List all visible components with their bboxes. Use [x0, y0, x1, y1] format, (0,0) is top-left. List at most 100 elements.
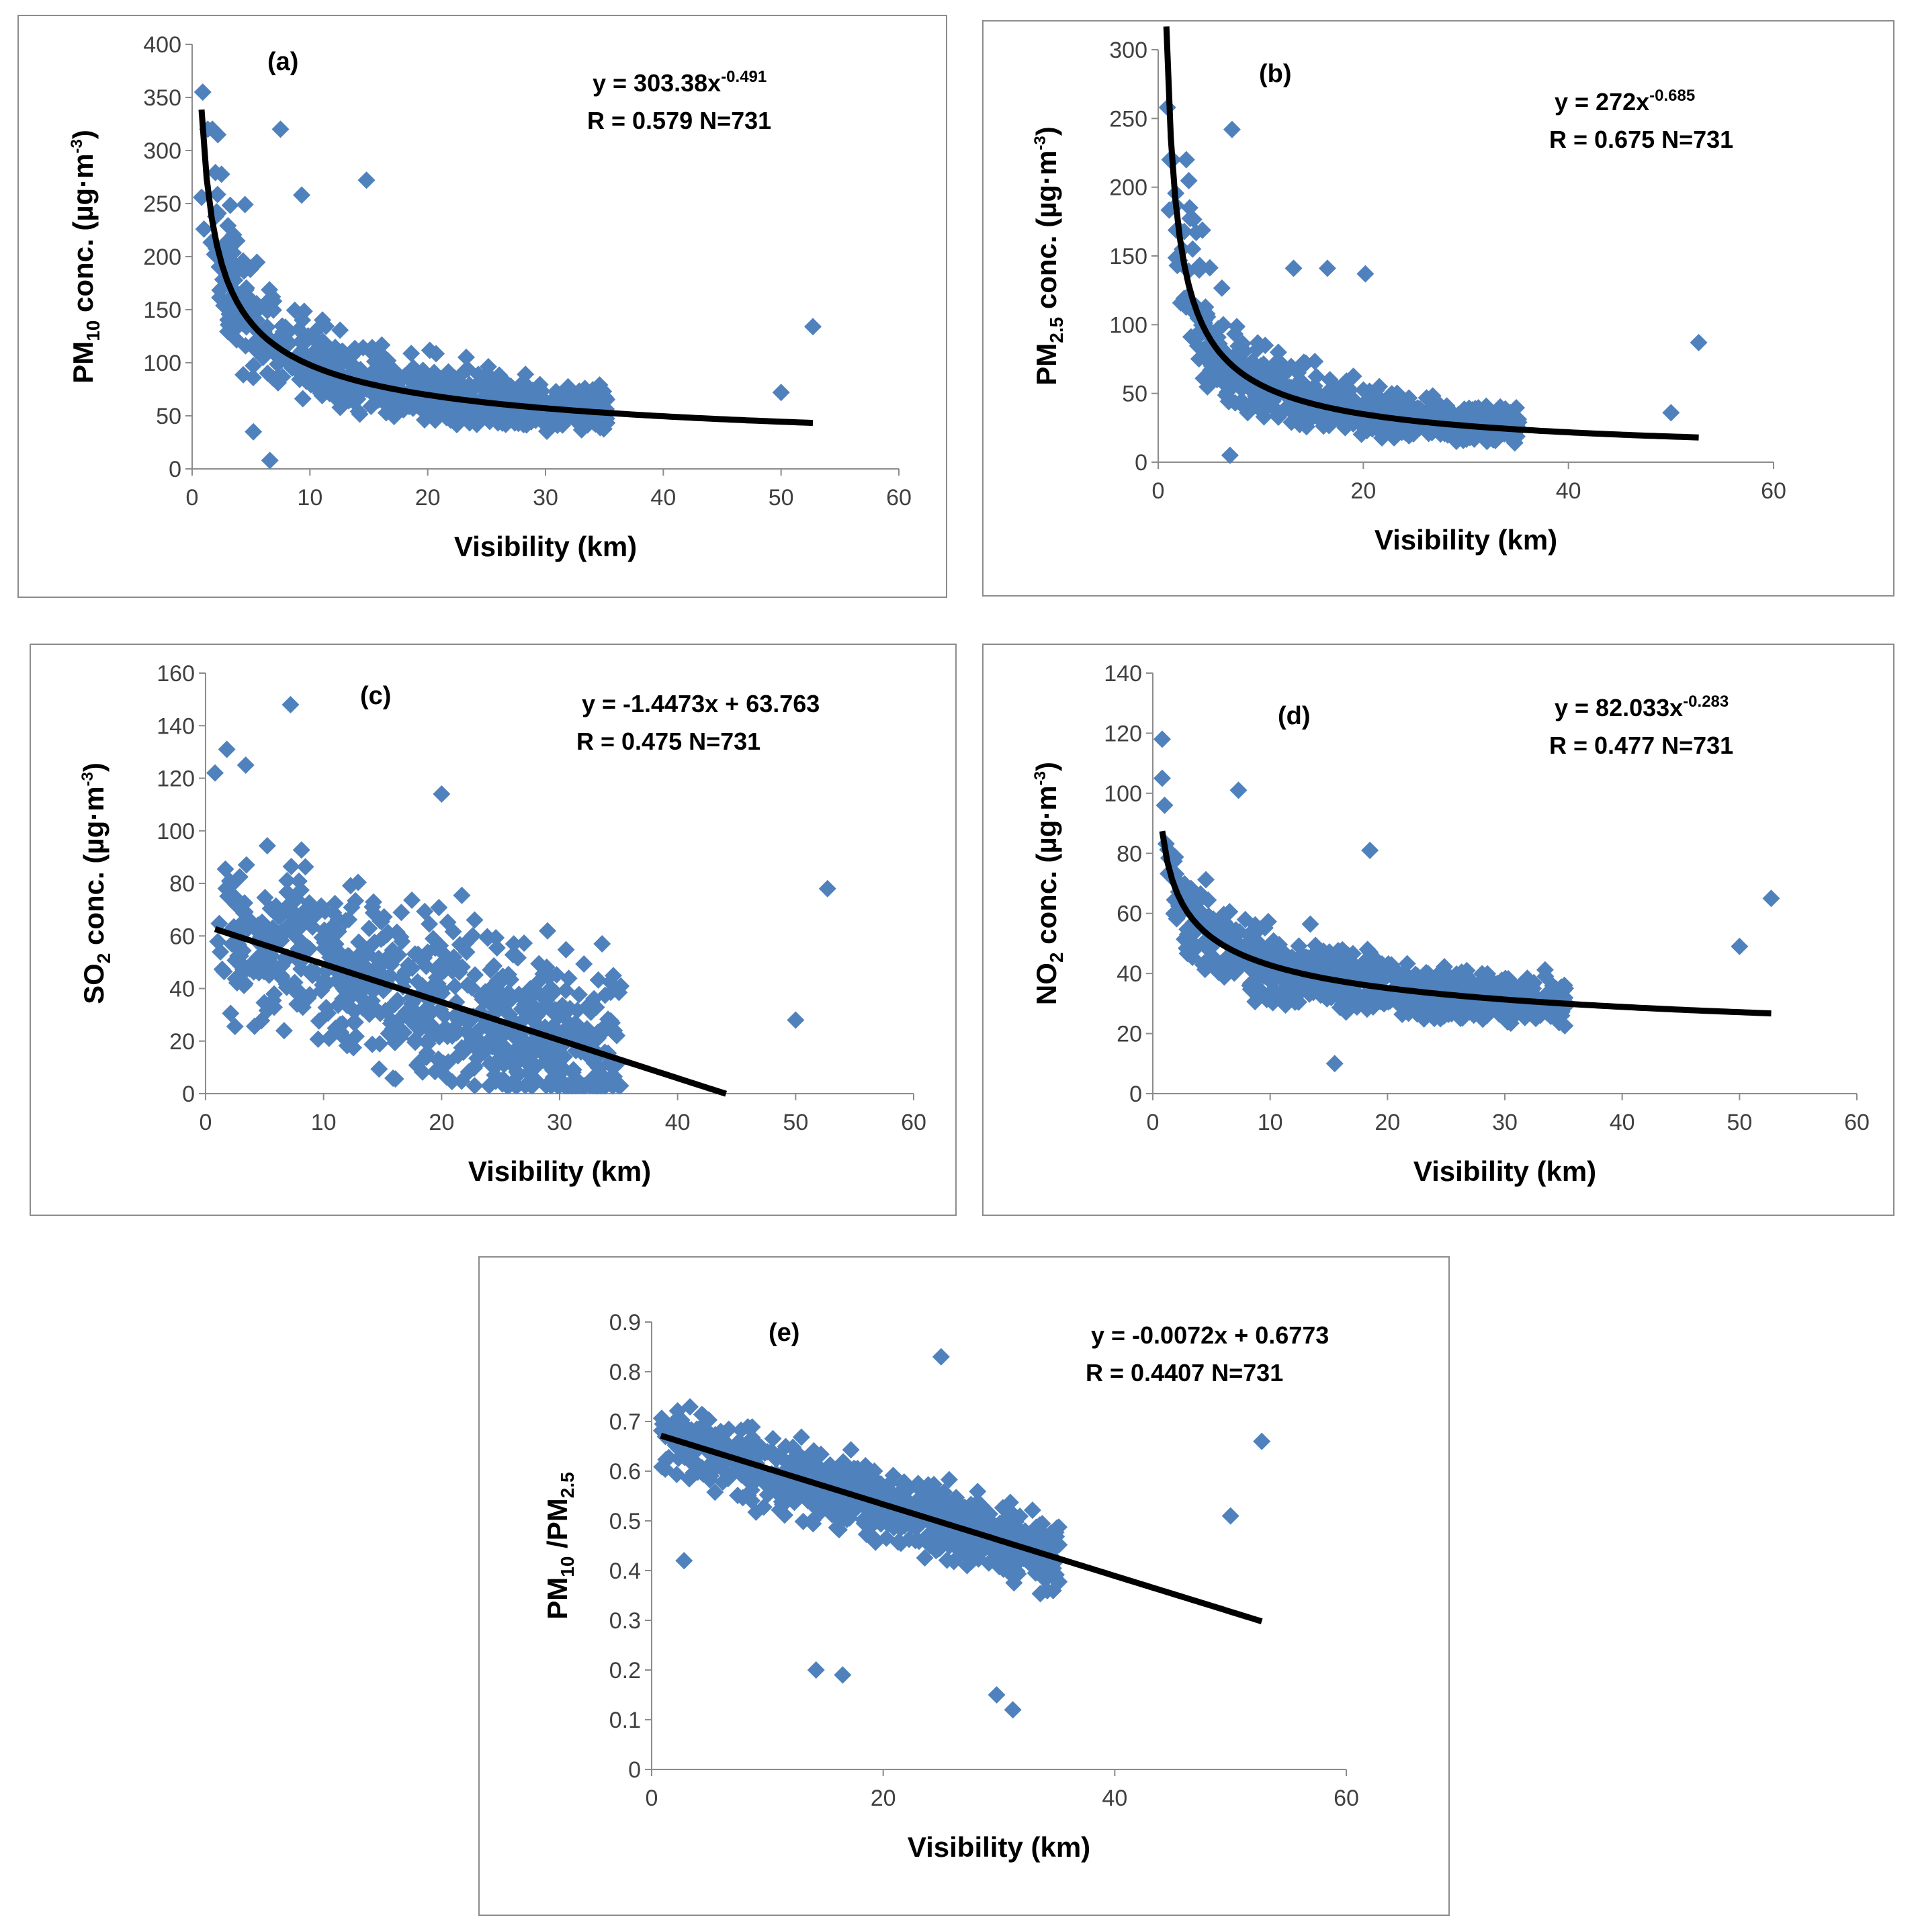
y-tick-label: 0.8 [609, 1360, 641, 1385]
y-tick-label: 200 [1109, 175, 1147, 201]
data-point [247, 295, 265, 313]
y-tick-label: 200 [143, 245, 181, 270]
data-point [431, 1052, 449, 1070]
data-point [982, 1525, 1000, 1543]
y-tick-label: 150 [143, 298, 181, 323]
data-point [348, 361, 366, 380]
data-point [292, 951, 310, 969]
data-point [326, 895, 344, 913]
y-tick-label: 120 [1104, 721, 1142, 746]
data-point [372, 912, 390, 930]
data-point [500, 1077, 518, 1095]
data-point [1367, 990, 1385, 1008]
chart-a: 0 50 100 150 200 250 300 350 400 0 10 20 30 40 50 60 (a)… [67, 32, 912, 562]
data-point [371, 1035, 389, 1053]
data-point [293, 186, 311, 204]
data-point [980, 1511, 998, 1529]
data-point [1305, 983, 1323, 1002]
data-point [885, 1519, 903, 1537]
data-point [570, 985, 588, 1004]
panel-label: (b) [1259, 60, 1292, 88]
data-point [1284, 259, 1303, 277]
data-point [1391, 994, 1409, 1012]
x-axis-label: Visibility (km) [468, 1155, 651, 1187]
data-point [357, 171, 376, 189]
data-point [1690, 333, 1708, 351]
data-point [824, 1458, 842, 1477]
fit-stats: R = 0.579 N=731 [587, 107, 771, 134]
data-point [1527, 1010, 1545, 1028]
y-tick-label: 40 [1117, 961, 1142, 987]
data-point [318, 928, 336, 946]
data-point [1231, 394, 1250, 412]
data-point [1762, 889, 1780, 908]
data-point [1524, 979, 1542, 998]
data-point [840, 1509, 859, 1527]
fit-line-a [198, 109, 814, 427]
scatter-series-b [1158, 98, 1708, 464]
fit-equation: y = 303.38x-0.491 [593, 68, 767, 97]
data-point [1460, 399, 1478, 417]
data-point [435, 962, 453, 980]
y-tick-label: 60 [169, 924, 195, 949]
y-tick-label: 0 [182, 1082, 195, 1107]
data-point [541, 967, 559, 985]
data-point [575, 955, 593, 973]
data-point [292, 841, 310, 859]
data-point [295, 302, 313, 320]
data-point [1037, 1566, 1055, 1584]
x-tick-label: 60 [886, 485, 912, 511]
data-point [349, 873, 367, 891]
data-point [1379, 965, 1397, 983]
data-point [602, 1068, 620, 1086]
data-point [1001, 1493, 1019, 1511]
data-point [1358, 940, 1377, 959]
data-point [288, 995, 306, 1013]
data-point [439, 913, 457, 931]
x-tick-label: 0 [646, 1786, 658, 1811]
data-point [612, 977, 630, 995]
y-tick-label: 160 [157, 661, 195, 687]
data-point [286, 973, 304, 992]
data-point [466, 966, 484, 984]
x-tick-label: 20 [429, 1110, 454, 1135]
chart-e: 0 0.1 0.2 0.3 0.4 0.5 0.6 0.7 0.8 0.9 0 20 40 60 (e) y … [541, 1310, 1359, 1863]
data-point [1198, 373, 1217, 391]
y-tick-label: 0.9 [609, 1310, 641, 1335]
data-point [269, 908, 288, 926]
data-point [867, 1510, 885, 1528]
data-point [849, 1474, 867, 1492]
data-point [732, 1421, 750, 1440]
data-point [787, 1011, 805, 1029]
data-point [1443, 978, 1461, 996]
data-point [384, 941, 402, 959]
data-point [1196, 339, 1214, 357]
data-point [363, 996, 381, 1014]
data-point [466, 911, 484, 929]
y-tick-label: 140 [1104, 661, 1142, 687]
data-point [734, 1489, 752, 1507]
data-point [421, 915, 439, 933]
data-point [365, 893, 383, 911]
data-point [1513, 1003, 1531, 1021]
data-point [1229, 781, 1248, 799]
data-point [1424, 977, 1442, 996]
data-point [218, 740, 236, 758]
data-point [294, 390, 312, 408]
data-point [657, 1450, 675, 1468]
y-tick-label: 100 [1109, 312, 1147, 338]
data-point [530, 984, 548, 1002]
data-point [1214, 316, 1232, 334]
data-point [278, 883, 296, 902]
data-point [1422, 1004, 1440, 1022]
data-point [830, 1511, 848, 1529]
data-point [485, 957, 503, 975]
data-point [940, 1470, 958, 1489]
data-point [525, 1002, 543, 1020]
data-point [792, 1428, 810, 1446]
data-point [1276, 981, 1295, 1000]
data-point [1291, 415, 1309, 433]
data-point [245, 1017, 263, 1035]
data-point [294, 904, 312, 922]
data-point [1510, 410, 1528, 429]
